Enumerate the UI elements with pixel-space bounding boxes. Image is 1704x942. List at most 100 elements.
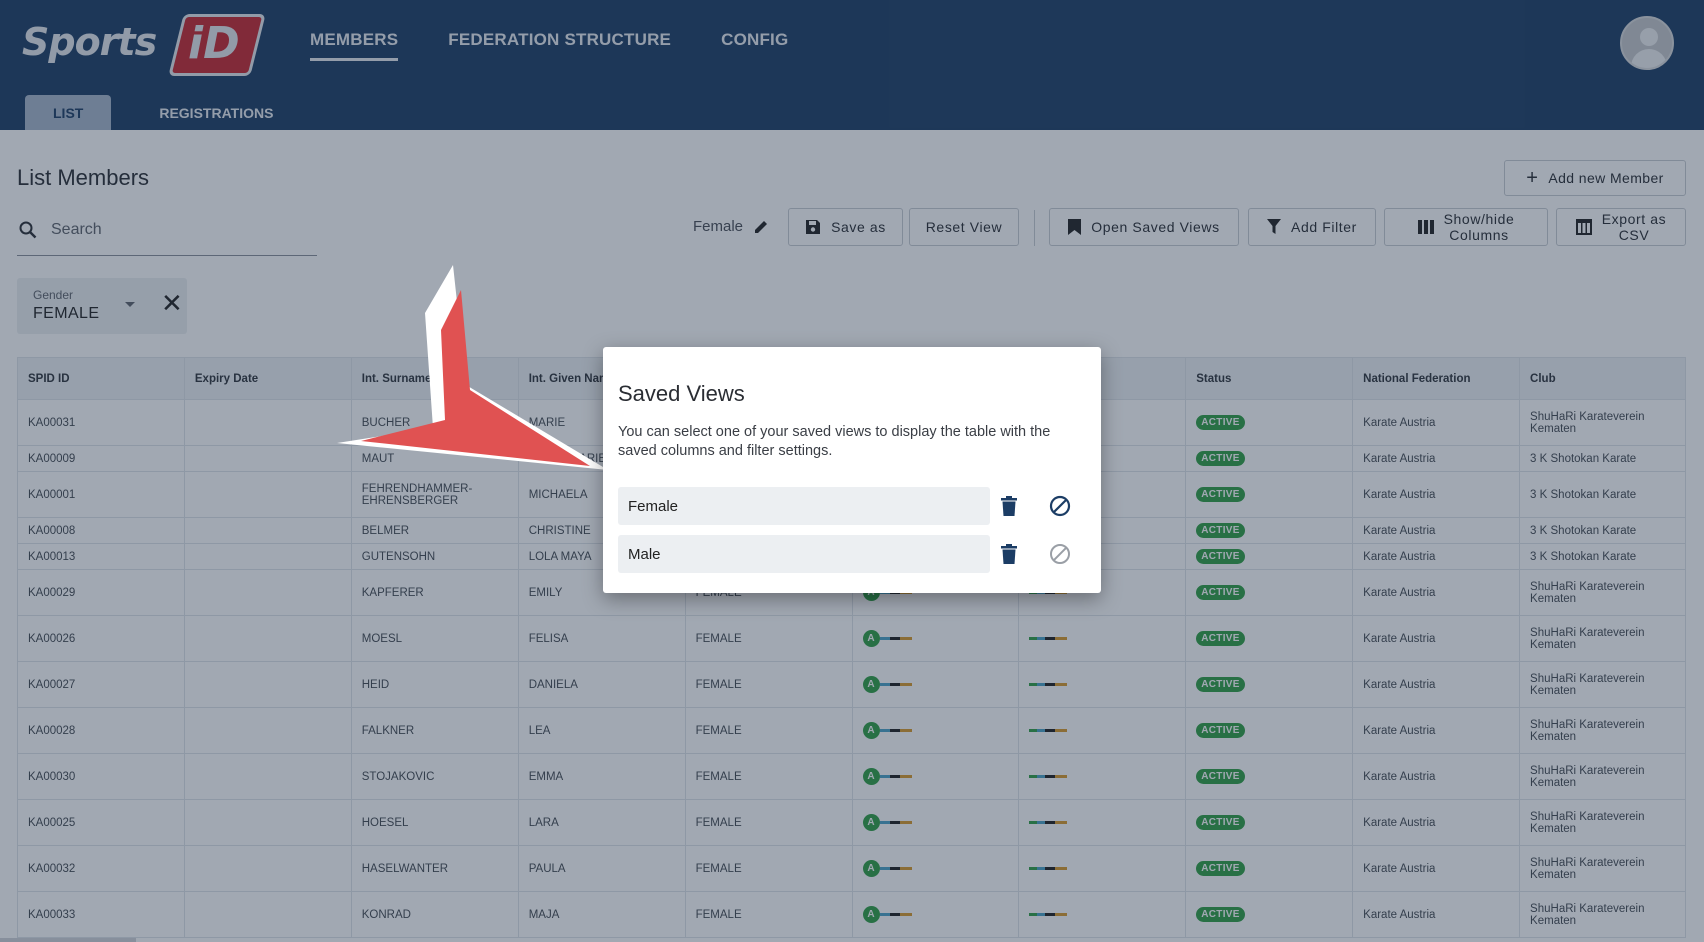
col-club[interactable]: Club [1519,357,1686,400]
remove-filter-close-icon[interactable]: ✕ [161,288,183,318]
cell-text: Kematen [1530,730,1577,743]
cell-national-federation: Karate Austria [1352,543,1521,570]
cell-text: Kematen [1530,422,1577,435]
grade-badge: A [862,860,880,877]
nav-federation-structure[interactable]: FEDERATION STRUCTURE [448,30,672,49]
saved-views-dialog: Saved Views You can select one of your s… [603,347,1101,593]
col-expiry-date[interactable]: Expiry Date [183,357,352,400]
user-avatar[interactable] [1620,16,1674,70]
cell-text: 3 K Shotokan Karate [1530,550,1637,563]
trash-icon[interactable] [1001,544,1017,564]
cell-text: FELISA [528,632,569,645]
dropdown-caret-icon[interactable] [125,302,135,307]
current-view-label: Female [693,218,744,235]
cell-text: FEMALE [695,816,742,829]
save-as-label: Save as [831,219,886,235]
table-row[interactable]: KA00008 BELMER CHRISTINE ACTIVE Karate Austr… [17,517,1686,544]
cell-expiry-date [183,753,352,800]
cell-grade-a: A [851,891,1020,938]
status-badge: ACTIVE [1196,723,1245,738]
grade-badge: A [862,676,880,693]
cell-text: Karate Austria [1363,862,1436,875]
toolbar-divider [1034,210,1035,246]
cell-status: ACTIVE [1185,471,1354,518]
table-row[interactable]: KA00026 MOESL FELISA FEMALE A ACTIVE Karate Au… [17,615,1686,662]
gender-filter-label: Gender [33,288,74,302]
cell-text: KAPFERER [361,586,424,599]
cell-text: Karate Austria [1363,586,1436,599]
table-row[interactable]: KA00030 STOJAKOVIC EMMA FEMALE A ACTIVE Karate… [17,753,1686,800]
cell-text: HEID [361,678,390,691]
grade-indicator [1029,729,1175,732]
cell-text: 3 K Shotokan Karate [1530,524,1637,537]
cell-surname: KAPFERER [350,569,519,616]
status-badge: ACTIVE [1196,769,1245,784]
table-row[interactable]: KA00033 KONRAD MAJA FEMALE A ACTIVE Karate Aus… [17,891,1686,938]
cell-text: LOLA MAYA [528,550,592,563]
reset-view-button[interactable]: Reset View [909,208,1019,246]
ban-icon[interactable] [1049,543,1071,565]
col-status[interactable]: Status [1185,357,1354,400]
cell-expiry-date [183,661,352,708]
export-csv-button[interactable]: Export as CSV [1556,208,1686,246]
ban-icon[interactable] [1049,495,1071,517]
sportsid-logo[interactable]: Sports iD [22,12,266,80]
cell-text: EHRENSBERGER [361,494,459,507]
cell-spid-id: KA00001 [17,471,185,518]
nav-members[interactable]: MEMBERS [310,30,399,61]
cell-text: DANIELA [528,678,578,691]
table-row[interactable]: KA00025 HOESEL LARA FEMALE A ACTIVE Karate Aus… [17,799,1686,846]
table-row[interactable]: KA00032 HASELWANTER PAULA FEMALE A ACTIVE Kara… [17,845,1686,892]
tab-registrations[interactable]: REGISTRATIONS [159,104,274,121]
cell-text: FEMALE [695,862,742,875]
cell-text: LEA [528,724,551,737]
cell-text: FALKNER [361,724,415,737]
cell-grade-b [1018,661,1187,708]
add-filter-button[interactable]: Add Filter [1248,208,1376,246]
cell-club: ShuHaRi Karateverein Kematen [1519,661,1686,708]
status-badge: ACTIVE [1196,677,1245,692]
status-badge: ACTIVE [1196,907,1245,922]
cell-spid-id: KA00031 [17,399,185,446]
cell-text: HOESEL [361,816,409,829]
tab-list[interactable]: LIST [25,95,112,130]
gender-filter-chip[interactable]: Gender FEMALE ✕ [17,278,187,334]
col-national-federation[interactable]: National Federation [1352,357,1521,400]
grade-indicator: A [862,860,1009,877]
table-row[interactable]: KA00028 FALKNER LEA FEMALE A ACTIVE Karate Aus… [17,707,1686,754]
cell-status: ACTIVE [1185,845,1354,892]
export-csv-text: Export as CSV [1602,211,1667,243]
cell-text: FEMALE [695,908,742,921]
cell-surname: STOJAKOVIC [350,753,519,800]
avatar-head [1640,28,1658,46]
cell-status: ACTIVE [1185,517,1354,544]
cell-text: ShuHaRi Karateverein [1530,764,1645,777]
col-spid-id[interactable]: SPID ID [17,357,185,400]
cell-text: ShuHaRi Karateverein [1530,856,1645,869]
cell-text: Karate Austria [1363,678,1436,691]
show-hide-columns-button[interactable]: Show/hide Columns [1384,208,1548,246]
cell-grade-a: A [851,845,1020,892]
current-view-name[interactable]: Female [693,218,769,235]
search-field[interactable]: Search [17,204,317,256]
save-as-button[interactable]: Save as [788,208,903,246]
nav-config[interactable]: CONFIG [721,30,789,49]
horizontal-scrollbar[interactable] [0,938,136,942]
show-hide-line1: Show/hide [1443,211,1515,227]
saved-view-male[interactable]: Male [618,535,990,573]
open-saved-views-button[interactable]: Open Saved Views [1049,208,1239,246]
add-new-member-button[interactable]: + Add new Member [1504,160,1686,196]
grade-badge: A [862,814,880,831]
cell-club: ShuHaRi Karateverein Kematen [1519,707,1686,754]
cell-grade-b [1018,615,1187,662]
saved-view-female[interactable]: Female [618,487,990,525]
cell-text: FEHRENDHAMMER- [361,482,473,495]
status-badge: ACTIVE [1196,415,1245,430]
cell-text: MICHAELA [528,488,588,501]
bookmark-icon [1068,219,1082,235]
cell-grade-b [1018,799,1187,846]
trash-icon[interactable] [1001,496,1017,516]
cell-text: KA00026 [28,632,76,645]
cell-status: ACTIVE [1185,707,1354,754]
table-row[interactable]: KA00027 HEID DANIELA FEMALE A ACTIVE Karate Au… [17,661,1686,708]
